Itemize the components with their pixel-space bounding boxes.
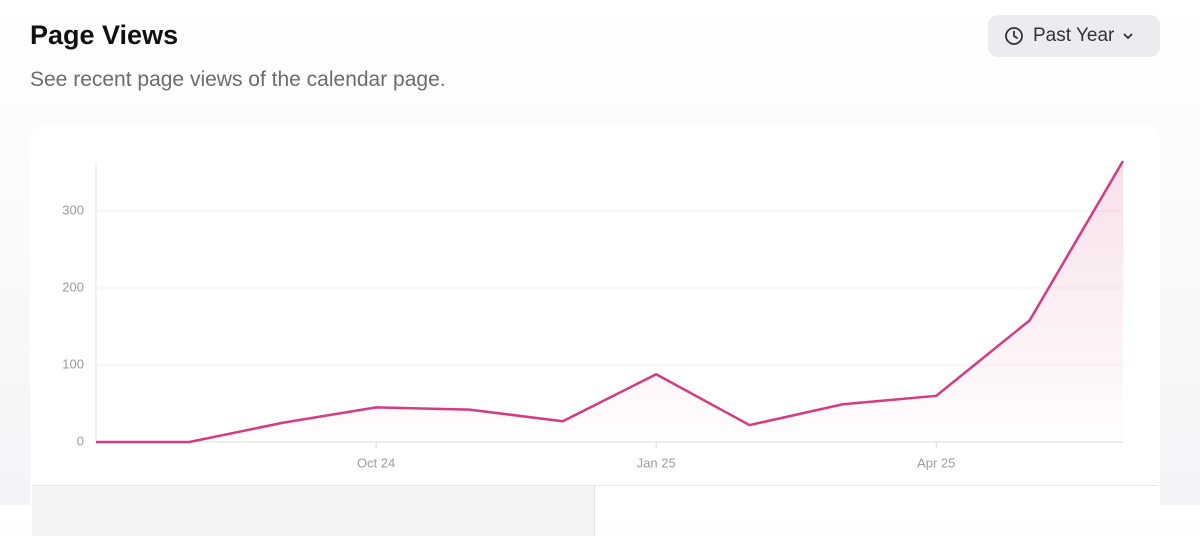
x-tick-label: Oct 24 [357, 455, 395, 470]
chevron-icon [1123, 33, 1133, 40]
y-tick-label: 200 [62, 279, 84, 294]
area [96, 161, 1123, 442]
line [96, 160, 1125, 444]
clock-icon [1005, 27, 1023, 45]
x-tick-label: Jan 25 [637, 455, 676, 470]
page-title: Page Views [30, 20, 179, 50]
range-button[interactable]: Past Year [988, 15, 1160, 57]
y-tick-label: 0 [77, 433, 84, 448]
stat-panel [595, 485, 1158, 536]
chart: 0 100 200 300 Oct 24 Jan 25 Apr 25 [62, 160, 1125, 470]
range-label: Past Year [1033, 25, 1115, 46]
y-tick-label: 300 [62, 202, 84, 217]
page-subtitle: See recent page views of the calendar pa… [30, 68, 446, 91]
y-tick-label: 100 [62, 356, 84, 371]
x-tick-label: Apr 25 [917, 455, 955, 470]
